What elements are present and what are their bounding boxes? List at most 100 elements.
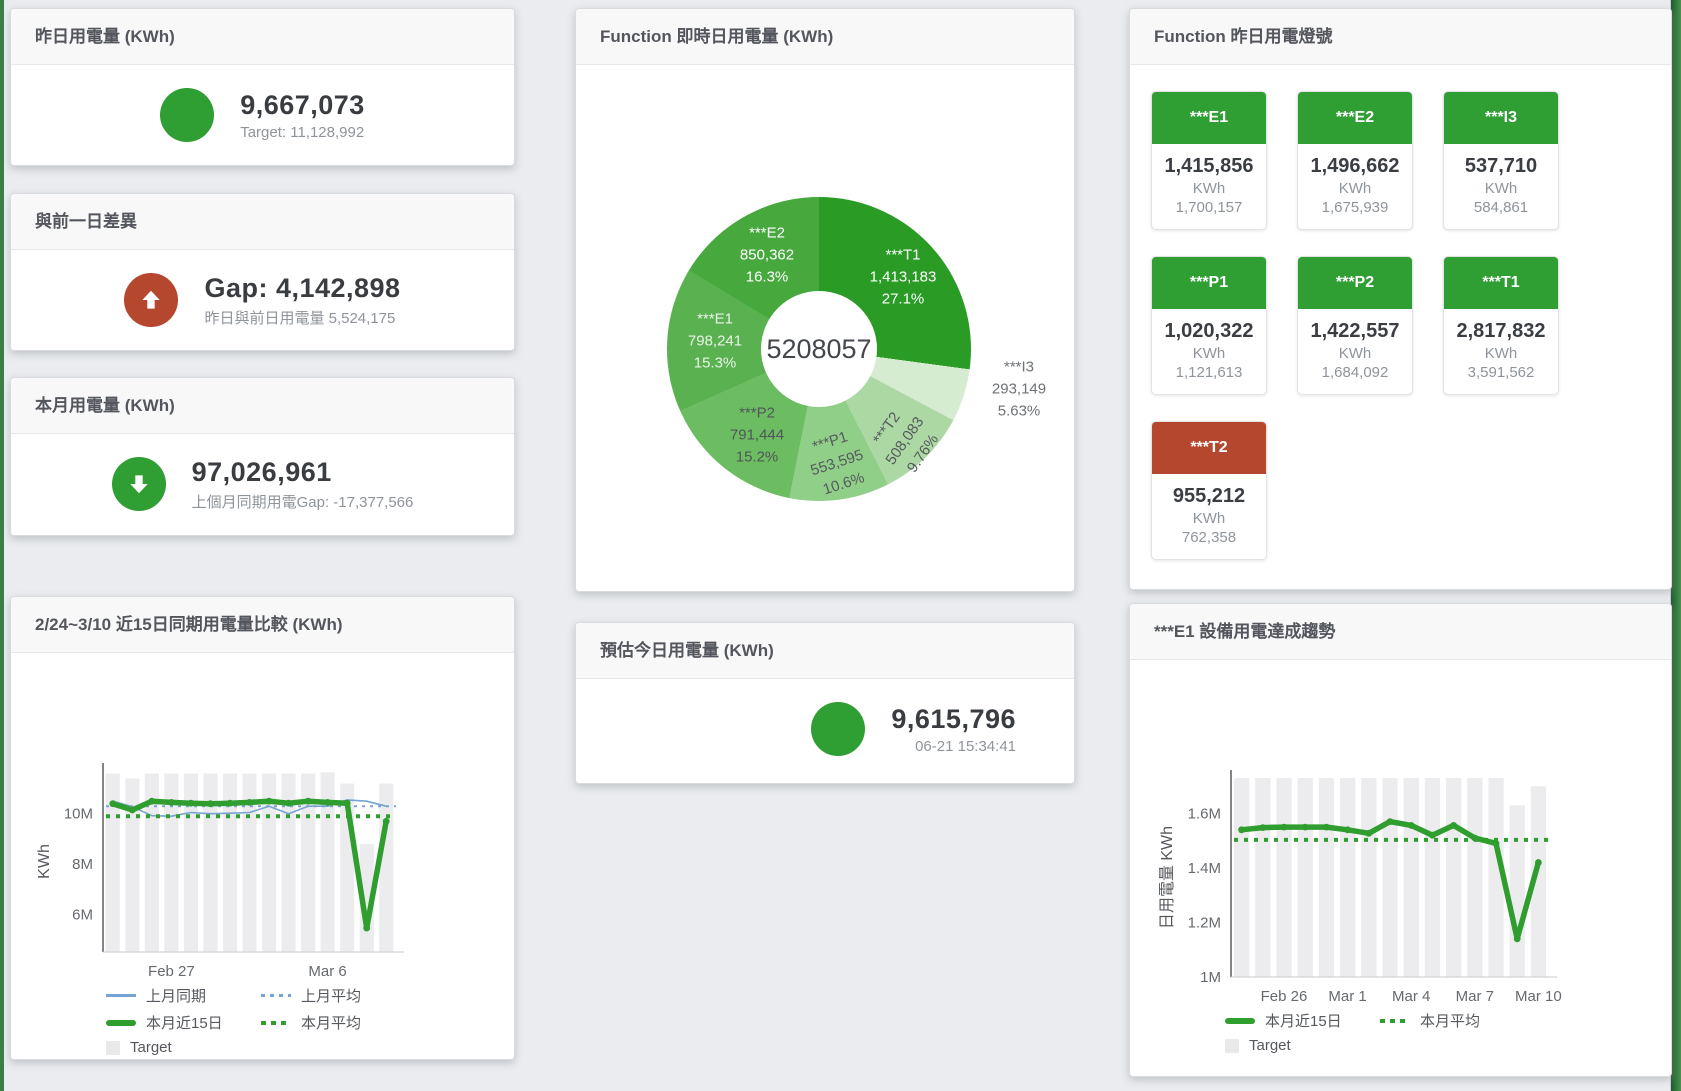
yesterday-target: Target: 11,128,992 <box>240 123 365 141</box>
light-card-E2[interactable]: ***E2 1,496,662 KWh 1,675,939 <box>1297 91 1413 230</box>
light-card-unit: KWh <box>1484 180 1518 197</box>
panel-title: 本月用電量 (KWh) <box>11 378 514 434</box>
light-card-body: 1,020,322 KWh 1,121,613 <box>1152 309 1266 394</box>
svg-text:Mar 4: Mar 4 <box>1392 988 1430 1005</box>
light-card-name: ***P1 <box>1152 257 1266 309</box>
panel-estimate-today: 預估今日用電量 (KWh) 9,615,796 06-21 15:34:41 <box>575 622 1075 784</box>
light-card-unit: KWh <box>1192 180 1226 197</box>
panel-realtime-donut: Function 即時日用電量 (KWh) 5208057 ***T1 1,413… <box>575 8 1075 592</box>
month-gap: 上個月同期用電Gap: -17,377,566 <box>191 493 414 511</box>
legend-label: 本月近15日 <box>146 1015 223 1032</box>
light-card-name: ***T2 <box>1152 422 1266 474</box>
legend-item[interactable]: 本月近15日 <box>106 1012 261 1033</box>
light-card-name: ***I3 <box>1444 92 1558 144</box>
light-card-body: 955,212 KWh 762,358 <box>1152 474 1266 559</box>
light-card-body: 1,415,856 KWh 1,700,157 <box>1152 144 1266 229</box>
light-card-value: 2,817,832 <box>1456 320 1546 342</box>
light-card-T1[interactable]: ***T1 2,817,832 KWh 3,591,562 <box>1443 256 1559 395</box>
light-card-unit: KWh <box>1192 345 1226 362</box>
estimate-timestamp: 06-21 15:34:41 <box>915 737 1016 755</box>
svg-text:Feb 27: Feb 27 <box>148 963 195 980</box>
light-card-P2[interactable]: ***P2 1,422,557 KWh 1,684,092 <box>1297 256 1413 395</box>
svg-text:8M: 8M <box>72 856 93 873</box>
legend-item[interactable]: 上月平均 <box>261 985 431 1006</box>
legend-item[interactable]: 上月同期 <box>106 985 261 1006</box>
light-card-target: 1,121,613 <box>1175 364 1243 381</box>
light-card-unit: KWh <box>1192 510 1226 527</box>
gap-sub: 昨日與前日用電量 5,524,175 <box>204 309 396 327</box>
light-card-value: 1,496,662 <box>1310 155 1400 177</box>
legend-item[interactable]: 本月平均 <box>261 1012 431 1033</box>
legend-label: 上月平均 <box>301 988 362 1005</box>
light-card-target: 584,861 <box>1473 199 1529 216</box>
panel-title: Function 昨日用電燈號 <box>1130 9 1671 65</box>
svg-text:1M: 1M <box>1200 969 1221 986</box>
panel-title: ***E1 設備用電達成趨勢 <box>1130 604 1671 660</box>
donut-slice-label: ***P2 791,444 15.2% <box>729 404 785 465</box>
svg-text:1.2M: 1.2M <box>1188 915 1221 932</box>
svg-text:Feb 26: Feb 26 <box>1261 988 1308 1005</box>
panel-title: Function 即時日用電量 (KWh) <box>576 9 1074 65</box>
estimate-value: 9,615,796 <box>891 703 1016 734</box>
light-card-value: 1,020,322 <box>1164 320 1254 342</box>
svg-text:6M: 6M <box>72 906 93 923</box>
svg-text:Mar 7: Mar 7 <box>1456 988 1494 1005</box>
light-card-value: 537,710 <box>1464 155 1538 177</box>
trend-chart[interactable]: 1M 1.2M 1.4M 1.6M Feb 26 Mar 1 Mar 4 Mar 7 Mar 1… <box>1130 660 1669 1006</box>
compare-chart[interactable]: 6M 8M 10M Feb 27 Mar 6 KWh <box>11 653 512 981</box>
panel-15day-compare-chart: 2/24~3/10 近15日同期用電量比較 (KWh) 6M 8M 10M Feb 2… <box>10 596 515 1060</box>
light-card-unit: KWh <box>1338 345 1372 362</box>
light-card-body: 1,496,662 KWh 1,675,939 <box>1298 144 1412 229</box>
light-card-body: 2,817,832 KWh 3,591,562 <box>1444 309 1558 394</box>
light-card-value: 955,212 <box>1172 485 1246 507</box>
month-value: 97,026,961 <box>191 456 332 487</box>
trend-chart-legend: 本月近15日 本月平均 Target <box>1225 1010 1671 1054</box>
svg-text:1.6M: 1.6M <box>1188 805 1221 822</box>
svg-text:Mar 10: Mar 10 <box>1515 988 1562 1005</box>
legend-label: Target <box>130 1039 172 1056</box>
light-card-name: ***P2 <box>1298 257 1412 309</box>
legend-item[interactable]: Target <box>106 1039 261 1056</box>
light-card-unit: KWh <box>1338 180 1372 197</box>
light-card-I3[interactable]: ***I3 537,710 KWh 584,861 <box>1443 91 1559 230</box>
light-card-target: 1,684,092 <box>1321 364 1389 381</box>
left-edge-strip <box>0 0 4 1091</box>
legend-item[interactable]: Target <box>1225 1037 1380 1054</box>
light-card-P1[interactable]: ***P1 1,020,322 KWh 1,121,613 <box>1151 256 1267 395</box>
donut-slice-label: ***I3 293,149 5.63% <box>991 358 1047 419</box>
svg-text:Mar 1: Mar 1 <box>1328 988 1366 1005</box>
legend-item[interactable]: 本月平均 <box>1380 1010 1550 1031</box>
light-card-name: ***E2 <box>1298 92 1412 144</box>
panel-title: 與前一日差異 <box>11 194 514 250</box>
panel-title: 昨日用電量 (KWh) <box>11 9 514 65</box>
light-card-E1[interactable]: ***E1 1,415,856 KWh 1,700,157 <box>1151 91 1267 230</box>
legend-label: Target <box>1249 1037 1291 1054</box>
arrow-down-icon <box>111 457 166 511</box>
panel-title: 預估今日用電量 (KWh) <box>576 623 1074 679</box>
legend-label: 本月平均 <box>301 1015 362 1032</box>
light-card-body: 537,710 KWh 584,861 <box>1444 144 1558 229</box>
donut-center: 5208057 <box>761 291 877 407</box>
light-card-T2[interactable]: ***T2 955,212 KWh 762,358 <box>1151 421 1267 560</box>
light-card-target: 1,675,939 <box>1321 199 1389 216</box>
light-card-target: 1,700,157 <box>1175 199 1243 216</box>
panel-title: 2/24~3/10 近15日同期用電量比較 (KWh) <box>11 597 514 653</box>
gap-value: Gap: 4,142,898 <box>204 272 401 303</box>
legend-label: 本月近15日 <box>1265 1013 1342 1030</box>
light-card-name: ***T1 <box>1444 257 1558 309</box>
light-card-name: ***E1 <box>1152 92 1266 144</box>
light-card-body: 1,422,557 KWh 1,684,092 <box>1298 309 1412 394</box>
panel-month-usage: 本月用電量 (KWh) 97,026,961 上個月同期用電Gap: -17,3… <box>10 377 515 536</box>
legend-label: 上月同期 <box>146 988 207 1005</box>
panel-e1-trend-chart: ***E1 設備用電達成趨勢 1M 1.2M 1.4M 1.6M Feb 26 Mar 1… <box>1129 603 1672 1077</box>
donut-slice-label: ***T1 1,413,183 27.1% <box>869 246 937 307</box>
right-edge-strip <box>1671 0 1681 1091</box>
legend-item[interactable]: 本月近15日 <box>1225 1010 1380 1031</box>
light-card-target: 762,358 <box>1181 529 1237 546</box>
light-card-unit: KWh <box>1484 345 1518 362</box>
svg-text:1.4M: 1.4M <box>1188 860 1221 877</box>
svg-text:Mar 6: Mar 6 <box>308 963 346 980</box>
panel-yesterday-usage: 昨日用電量 (KWh) 9,667,073 Target: 11,128,992 <box>10 8 515 166</box>
donut-slice-label: ***E1 798,241 15.3% <box>687 310 743 371</box>
yesterday-value: 9,667,073 <box>240 89 365 120</box>
